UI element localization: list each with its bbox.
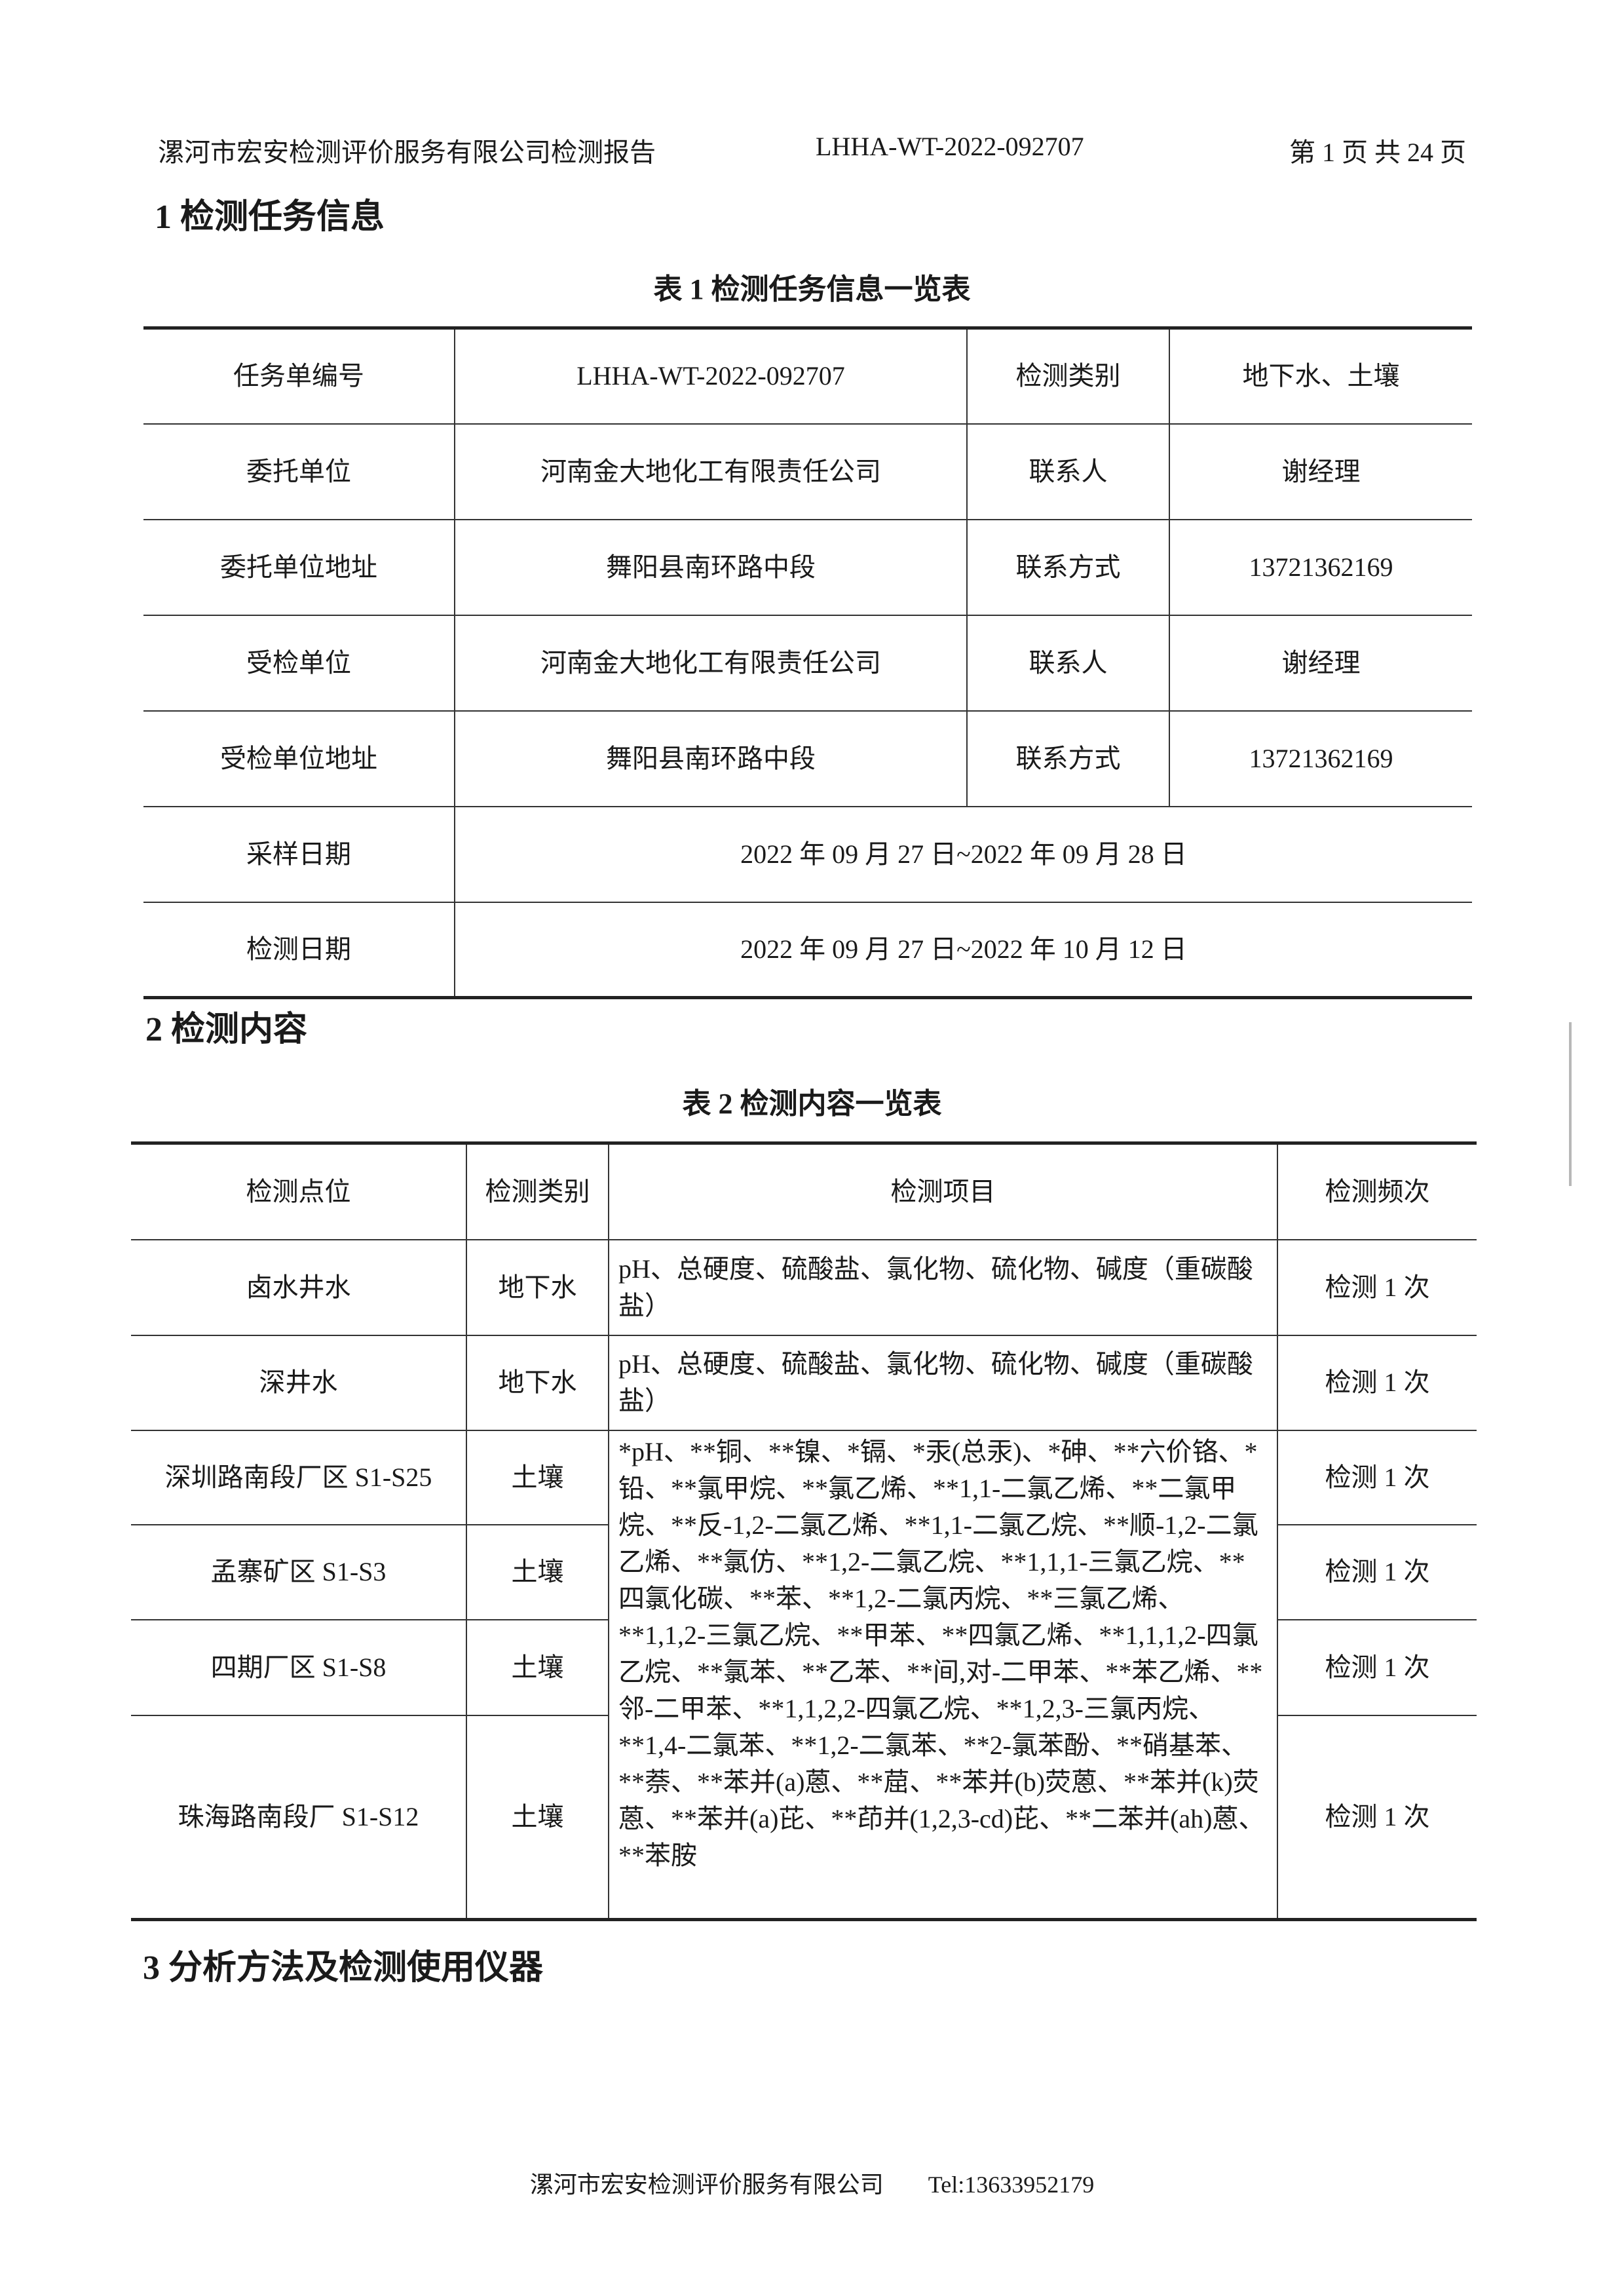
- field-label: 委托单位: [143, 423, 455, 520]
- items-cell: pH、总硬度、硫酸盐、氯化物、硫化物、碱度（重碳酸盐）: [608, 1334, 1278, 1431]
- items-cell: pH、总硬度、硫酸盐、氯化物、硫化物、碱度（重碳酸盐）: [608, 1238, 1278, 1336]
- freq-cell: 检测 1 次: [1277, 1714, 1477, 1921]
- freq-cell: 检测 1 次: [1277, 1334, 1477, 1431]
- field-label: 受检单位地址: [143, 710, 455, 807]
- field-value: 河南金大地化工有限责任公司: [454, 614, 968, 712]
- header-page-number: 第 1 页 共 24 页: [1289, 138, 1466, 167]
- table-row: 受检单位 河南金大地化工有限责任公司 联系人 谢经理: [143, 614, 1472, 712]
- field-label: 联系人: [966, 614, 1170, 712]
- column-header: 检测点位: [131, 1142, 467, 1240]
- table-row: 委托单位 河南金大地化工有限责任公司 联系人 谢经理: [143, 423, 1472, 520]
- footer: 漯河市宏安检测评价服务有限公司 Tel:13633952179: [0, 2166, 1624, 2200]
- field-value: 13721362169: [1169, 710, 1472, 807]
- table-header-row: 检测点位 检测类别 检测项目 检测频次: [131, 1142, 1477, 1240]
- type-cell: 土壤: [466, 1714, 609, 1921]
- field-value: 河南金大地化工有限责任公司: [454, 423, 968, 520]
- freq-cell: 检测 1 次: [1277, 1238, 1477, 1336]
- table-row: 深井水 地下水 pH、总硬度、硫酸盐、氯化物、硫化物、碱度（重碳酸盐） 检测 1…: [131, 1334, 1477, 1431]
- point-cell: 卤水井水: [131, 1238, 467, 1336]
- testing-date-label: 检测日期: [143, 901, 455, 999]
- field-value: 13721362169: [1169, 518, 1472, 616]
- table-row: 任务单编号 LHHA-WT-2022-092707 检测类别 地下水、土壤: [143, 327, 1472, 425]
- field-label: 任务单编号: [143, 327, 455, 425]
- field-label: 联系方式: [966, 710, 1170, 807]
- column-header: 检测类别: [466, 1142, 609, 1240]
- point-cell: 孟寨矿区 S1-S3: [131, 1523, 467, 1620]
- type-cell: 土壤: [466, 1429, 609, 1525]
- sampling-date-row: 采样日期 2022 年 09 月 27 日~2022 年 09 月 28 日: [143, 805, 1472, 903]
- field-label: 委托单位地址: [143, 518, 455, 616]
- table-1-title: 表 1 检测任务信息一览表: [653, 273, 971, 305]
- table-row: 孟寨矿区 S1-S3 土壤 检测 1 次: [131, 1523, 1477, 1620]
- field-value: 地下水、土壤: [1169, 327, 1472, 425]
- section-3-heading: 3 分析方法及检测使用仪器: [143, 1949, 544, 1987]
- field-label: 联系人: [966, 423, 1170, 520]
- field-value: LHHA-WT-2022-092707: [454, 327, 968, 425]
- table-row: 卤水井水 地下水 pH、总硬度、硫酸盐、氯化物、硫化物、碱度（重碳酸盐） 检测 …: [131, 1238, 1477, 1336]
- soil-items-cell: *pH、**铜、**镍、*镉、*汞(总汞)、*砷、**六价铬、*铅、**氯甲烷、…: [608, 1429, 1278, 1921]
- field-value: 谢经理: [1169, 614, 1472, 712]
- freq-cell: 检测 1 次: [1277, 1429, 1477, 1525]
- field-label: 检测类别: [966, 327, 1170, 425]
- table-2-title: 表 2 检测内容一览表: [682, 1088, 942, 1120]
- test-content-table: 检测点位 检测类别 检测项目 检测频次 卤水井水 地下水 pH、总硬度、硫酸盐、…: [131, 1141, 1477, 1921]
- freq-cell: 检测 1 次: [1277, 1523, 1477, 1620]
- testing-date-value: 2022 年 09 月 27 日~2022 年 10 月 12 日: [454, 901, 1472, 999]
- table-row: 四期厂区 S1-S8 土壤 检测 1 次: [131, 1618, 1477, 1716]
- header-report-number: LHHA-WT-2022-092707: [816, 132, 1084, 161]
- section-2-heading: 2 检测内容: [145, 1011, 308, 1048]
- footer-company: 漯河市宏安检测评价服务有限公司: [529, 2172, 884, 2198]
- scan-edge-mark: [1569, 1022, 1611, 1186]
- field-value: 谢经理: [1169, 423, 1472, 520]
- field-value: 舞阳县南环路中段: [454, 710, 968, 807]
- task-info-table: 任务单编号 LHHA-WT-2022-092707 检测类别 地下水、土壤 委托单位 河南…: [143, 326, 1472, 999]
- table-row: 委托单位地址 舞阳县南环路中段 联系方式 13721362169: [143, 518, 1472, 616]
- type-cell: 地下水: [466, 1334, 609, 1431]
- sampling-date-value: 2022 年 09 月 27 日~2022 年 09 月 28 日: [454, 805, 1472, 903]
- footer-tel: Tel:13633952179: [928, 2172, 1095, 2198]
- sampling-date-label: 采样日期: [143, 805, 455, 903]
- section-1-heading: 1 检测任务信息: [155, 199, 385, 236]
- point-cell: 深圳路南段厂区 S1-S25: [131, 1429, 467, 1525]
- table-row: 珠海路南段厂 S1-S12 土壤 检测 1 次: [131, 1714, 1477, 1921]
- header-company-report: 漯河市宏安检测评价服务有限公司检测报告: [158, 138, 656, 167]
- type-cell: 土壤: [466, 1523, 609, 1620]
- point-cell: 四期厂区 S1-S8: [131, 1618, 467, 1716]
- testing-date-row: 检测日期 2022 年 09 月 27 日~2022 年 10 月 12 日: [143, 901, 1472, 999]
- type-cell: 地下水: [466, 1238, 609, 1336]
- column-header: 检测频次: [1277, 1142, 1477, 1240]
- type-cell: 土壤: [466, 1618, 609, 1716]
- freq-cell: 检测 1 次: [1277, 1618, 1477, 1716]
- point-cell: 珠海路南段厂 S1-S12: [131, 1714, 467, 1921]
- column-header: 检测项目: [608, 1142, 1278, 1240]
- point-cell: 深井水: [131, 1334, 467, 1431]
- table-row: 受检单位地址 舞阳县南环路中段 联系方式 13721362169: [143, 710, 1472, 807]
- field-label: 受检单位: [143, 614, 455, 712]
- table-row: 深圳路南段厂区 S1-S25 土壤 *pH、**铜、**镍、*镉、*汞(总汞)、…: [131, 1429, 1477, 1921]
- field-label: 联系方式: [966, 518, 1170, 616]
- field-value: 舞阳县南环路中段: [454, 518, 968, 616]
